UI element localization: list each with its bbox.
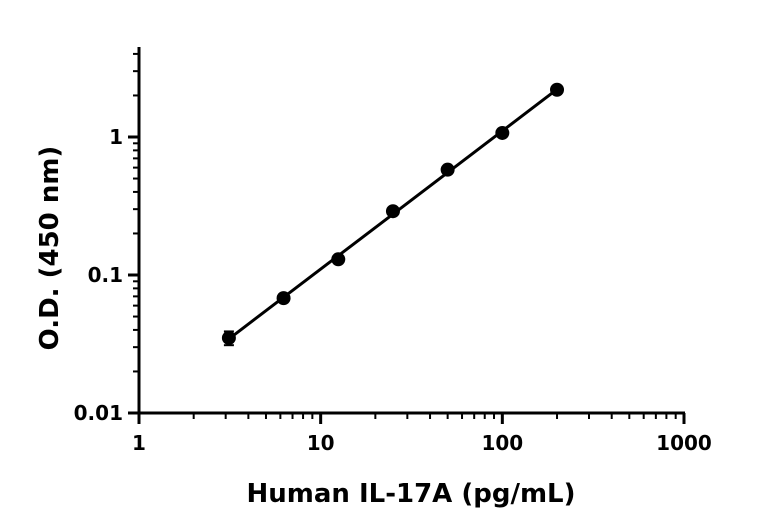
x-tick-label: 1000	[656, 431, 712, 455]
ticks: 1 10 100 1000 0.01 0.1 1	[74, 52, 712, 455]
x-tick-label: 100	[481, 431, 523, 455]
data-point	[221, 330, 236, 345]
data-point	[385, 204, 400, 219]
x-tick-label: 1	[132, 431, 146, 455]
y-tick-label: 1	[109, 125, 123, 149]
x-tick-label: 10	[307, 431, 335, 455]
data-point	[331, 252, 346, 267]
points-layer	[221, 82, 565, 347]
data-point	[440, 162, 455, 177]
data-point	[276, 291, 291, 306]
data-point	[495, 125, 510, 140]
y-axis-title: O.D. (450 nm)	[35, 146, 65, 351]
y-tick-label: 0.1	[88, 263, 123, 287]
y-tick-label: 0.01	[74, 401, 123, 425]
axes	[137, 47, 685, 415]
x-axis-title: Human IL-17A (pg/mL)	[247, 479, 576, 509]
data-point	[550, 82, 565, 97]
